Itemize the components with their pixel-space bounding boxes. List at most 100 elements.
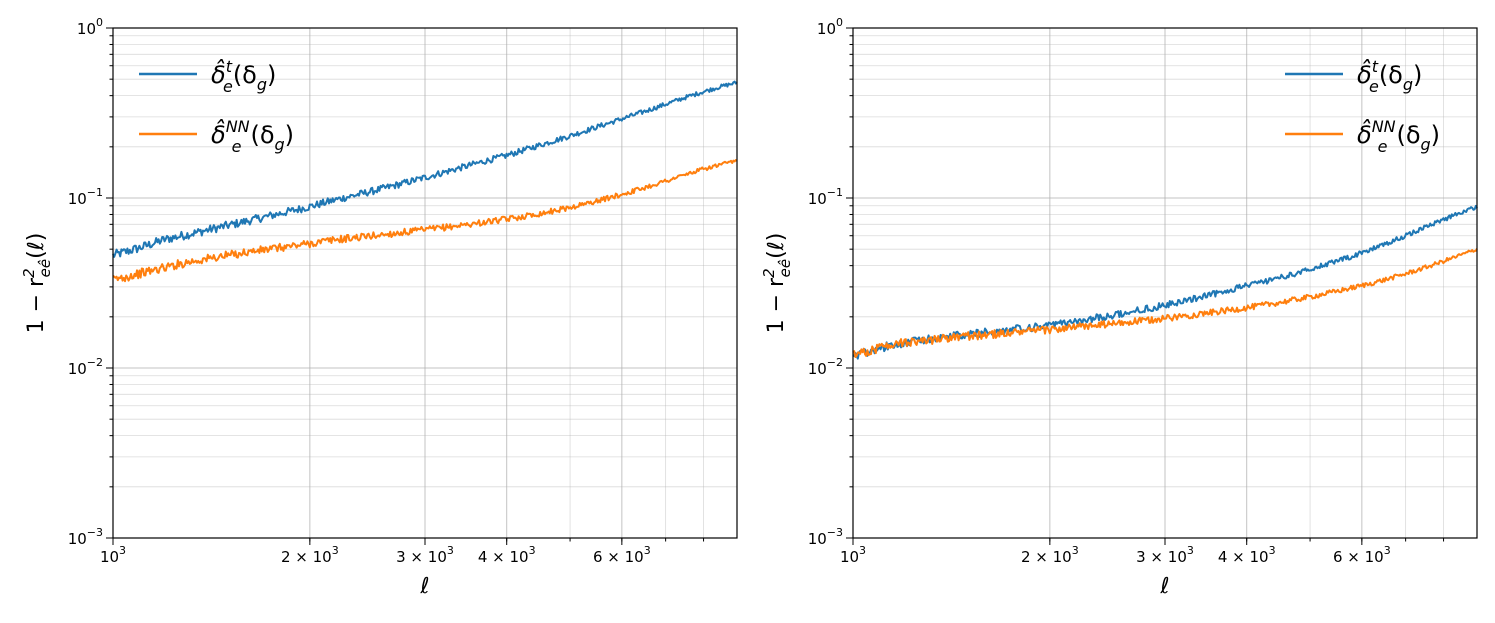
x-tick-label: 3 × 103 xyxy=(396,544,454,566)
y-tick-base: 10 xyxy=(77,20,96,38)
y-tick-exponent: 0 xyxy=(836,16,843,29)
x-tick-exponent: 3 xyxy=(332,544,339,557)
y-tick-base: 10 xyxy=(68,530,87,548)
y-tick-exponent: −3 xyxy=(827,526,843,539)
y-tick-base: 10 xyxy=(68,360,87,378)
x-tick-label: 4 × 103 xyxy=(478,544,536,566)
legend-label-arg-sub: g xyxy=(257,75,267,94)
x-tick-exponent: 3 xyxy=(1072,544,1079,557)
y-label-sup: 2 xyxy=(20,268,38,278)
x-tick-label: 2 × 103 xyxy=(1021,544,1079,566)
y-tick-base: 10 xyxy=(808,190,827,208)
legend-label-arg-sub: g xyxy=(275,135,285,154)
x-axis: 103 2 × 103 3 × 103 4 × 103 6 × 103 xyxy=(840,538,1445,566)
x-tick-exponent: 3 xyxy=(859,544,866,557)
x-tick-base: 10 xyxy=(840,548,859,566)
y-axis-label: 1 − r2eê(ℓ) xyxy=(20,233,54,334)
y-label-prefix: 1 − r xyxy=(764,277,789,333)
y-tick-base: 10 xyxy=(817,20,836,38)
grid xyxy=(853,28,1477,538)
y-label-prefix: 1 − r xyxy=(24,277,49,333)
legend-label-2: δ̂NN e (δg) xyxy=(1357,117,1440,156)
x-tick-label: 103 xyxy=(840,544,866,566)
y-tick-label: 100 xyxy=(77,16,103,38)
series-group xyxy=(852,204,1478,360)
legend-label-symbol: δ̂ xyxy=(211,119,226,149)
x-tick-label: 2 × 103 xyxy=(281,544,339,566)
x-tick-label: 4 × 103 xyxy=(1218,544,1276,566)
x-axis-label: ℓ xyxy=(1159,574,1169,599)
y-label-sub: eê xyxy=(776,259,794,277)
y-axis-label: 1 − r2eê(ℓ) xyxy=(760,233,794,334)
y-tick-base: 10 xyxy=(808,530,827,548)
legend-label-1: δ̂t e(δg) xyxy=(211,57,276,96)
legend-label-close: ) xyxy=(285,121,294,149)
legend-label-1: δ̂t e(δg) xyxy=(1357,57,1422,96)
x-tick-exponent: 3 xyxy=(1187,544,1194,557)
x-tick-base: 10 xyxy=(100,548,119,566)
y-tick-exponent: −2 xyxy=(87,356,103,369)
x-tick-mantissa: 3 × xyxy=(1136,548,1168,566)
x-tick-base: 10 xyxy=(625,548,644,566)
y-label-suffix: (ℓ) xyxy=(24,233,49,259)
x-axis-label-text: ℓ xyxy=(1159,574,1169,599)
x-tick-base: 10 xyxy=(509,548,528,566)
legend-label-symbol: δ̂ xyxy=(211,59,226,89)
series-line-2 xyxy=(852,248,1478,359)
x-tick-exponent: 3 xyxy=(1269,544,1276,557)
x-tick-exponent: 3 xyxy=(644,544,651,557)
grid xyxy=(113,28,737,538)
series-line-1 xyxy=(852,204,1478,360)
y-tick-label: 100 xyxy=(817,16,843,38)
x-tick-base: 10 xyxy=(1365,548,1384,566)
legend-label-sub: e xyxy=(1369,77,1379,96)
series-line-1 xyxy=(112,80,738,258)
x-tick-exponent: 3 xyxy=(447,544,454,557)
y-label-sup: 2 xyxy=(760,268,778,278)
legend-label-2: δ̂NN e (δg) xyxy=(211,117,294,156)
y-tick-label: 10−1 xyxy=(808,186,843,208)
y-tick-exponent: −1 xyxy=(87,186,103,199)
x-tick-base: 10 xyxy=(1053,548,1072,566)
legend-label-arg: (δ xyxy=(1396,121,1420,149)
x-tick-mantissa: 4 × xyxy=(1218,548,1250,566)
x-tick-base: 10 xyxy=(313,548,332,566)
x-tick-base: 10 xyxy=(1249,548,1268,566)
x-axis-label-text: ℓ xyxy=(419,574,429,599)
legend-label-close: ) xyxy=(1413,61,1422,89)
x-axis-label: ℓ xyxy=(419,574,429,599)
legend-label-sup: t xyxy=(226,57,233,76)
x-axis: 103 2 × 103 3 × 103 4 × 103 6 × 103 xyxy=(100,538,705,566)
legend-label-symbol: δ̂ xyxy=(1357,119,1372,149)
y-tick-base: 10 xyxy=(808,360,827,378)
y-tick-label: 10−2 xyxy=(808,356,843,378)
legend-label-sub: e xyxy=(223,77,233,96)
y-tick-exponent: −1 xyxy=(827,186,843,199)
y-label-sub: eê xyxy=(36,259,54,277)
legend-label-sup: NN xyxy=(1372,117,1396,136)
series-line-2 xyxy=(112,159,738,283)
x-tick-mantissa: 3 × xyxy=(396,548,428,566)
x-tick-mantissa: 6 × xyxy=(1333,548,1365,566)
x-tick-label: 3 × 103 xyxy=(1136,544,1194,566)
legend-label-close: ) xyxy=(1431,121,1440,149)
x-tick-label: 103 xyxy=(100,544,126,566)
x-tick-mantissa: 2 × xyxy=(1021,548,1053,566)
legend-label-sup: t xyxy=(1372,57,1379,76)
y-tick-exponent: −2 xyxy=(827,356,843,369)
y-tick-exponent: 0 xyxy=(96,16,103,29)
x-tick-exponent: 3 xyxy=(529,544,536,557)
legend-label-sub: e xyxy=(1378,137,1388,156)
legend-label-arg: (δ xyxy=(1379,61,1403,89)
legend-label-sub: e xyxy=(232,137,242,156)
legend-label-sup: NN xyxy=(226,117,250,136)
y-tick-label: 10−1 xyxy=(68,186,103,208)
y-label-suffix: (ℓ) xyxy=(764,233,789,259)
x-tick-exponent: 3 xyxy=(119,544,126,557)
y-tick-base: 10 xyxy=(68,190,87,208)
x-tick-mantissa: 2 × xyxy=(281,548,313,566)
